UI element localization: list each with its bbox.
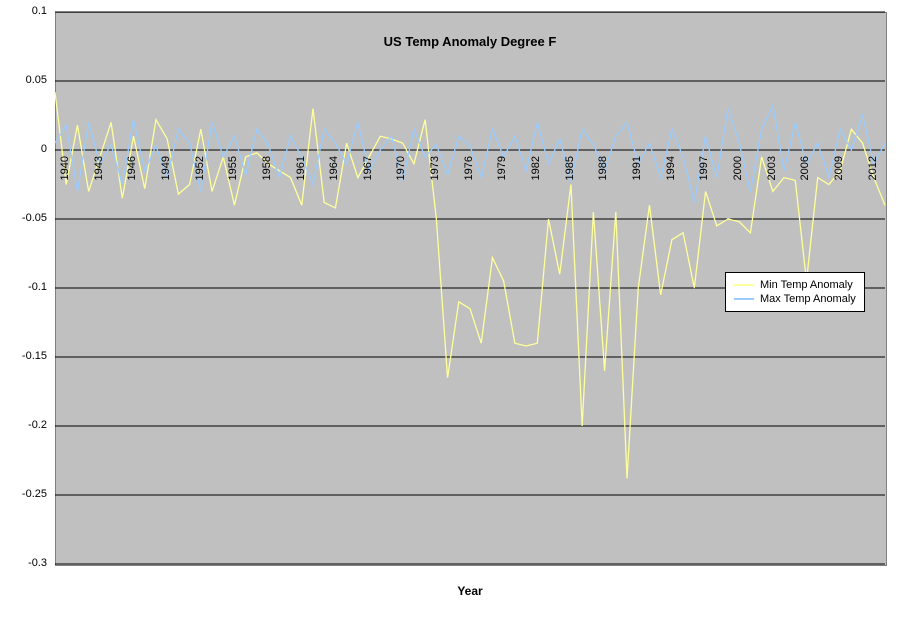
x-axis-title: Year (55, 584, 885, 598)
x-tick-label: 1979 (496, 156, 508, 186)
y-tick-label: -0.25 (7, 488, 47, 500)
x-tick-label: 1994 (665, 156, 677, 186)
y-tick-label: -0.05 (7, 212, 47, 224)
x-tick-label: 1976 (463, 156, 475, 186)
y-tick-label: -0.3 (7, 557, 47, 569)
legend: Min Temp Anomaly Max Temp Anomaly (725, 272, 865, 312)
series-line (55, 106, 885, 203)
chart-title: US Temp Anomaly Degree F (55, 34, 885, 49)
legend-swatch (734, 298, 754, 300)
legend-label: Min Temp Anomaly (760, 279, 853, 291)
x-tick-label: 1943 (93, 156, 105, 186)
x-tick-label: 1982 (530, 156, 542, 186)
x-tick-label: 1964 (328, 156, 340, 186)
x-tick-label: 2009 (833, 156, 845, 186)
x-tick-label: 1958 (261, 156, 273, 186)
x-tick-label: 2003 (766, 156, 778, 186)
y-tick-label: -0.2 (7, 419, 47, 431)
x-tick-label: 1973 (429, 156, 441, 186)
legend-swatch (734, 284, 754, 286)
x-tick-label: 2006 (799, 156, 811, 186)
x-tick-label: 1940 (59, 156, 71, 186)
chart-container: -0.3 -0.25 -0.2 -0.15 -0.1 -0.05 0 0.05 0.1 1940… (0, 0, 911, 623)
x-tick-label: 1949 (160, 156, 172, 186)
x-tick-label: 1955 (227, 156, 239, 186)
x-tick-label: 1946 (126, 156, 138, 186)
y-tick-label: 0 (7, 143, 47, 155)
x-tick-label: 2000 (732, 156, 744, 186)
y-tick-label: -0.1 (7, 281, 47, 293)
x-tick-label: 1988 (597, 156, 609, 186)
legend-label: Max Temp Anomaly (760, 293, 856, 305)
y-tick-label: 0.05 (7, 74, 47, 86)
y-tick-label: -0.15 (7, 350, 47, 362)
legend-item: Max Temp Anomaly (734, 293, 856, 305)
x-tick-label: 1952 (194, 156, 206, 186)
x-tick-label: 2012 (867, 156, 879, 186)
y-tick-label: 0.1 (7, 5, 47, 17)
x-tick-label: 1985 (564, 156, 576, 186)
x-tick-label: 1997 (698, 156, 710, 186)
x-tick-label: 1967 (362, 156, 374, 186)
x-tick-label: 1991 (631, 156, 643, 186)
x-tick-label: 1970 (395, 156, 407, 186)
x-tick-label: 1961 (295, 156, 307, 186)
legend-item: Min Temp Anomaly (734, 279, 856, 291)
